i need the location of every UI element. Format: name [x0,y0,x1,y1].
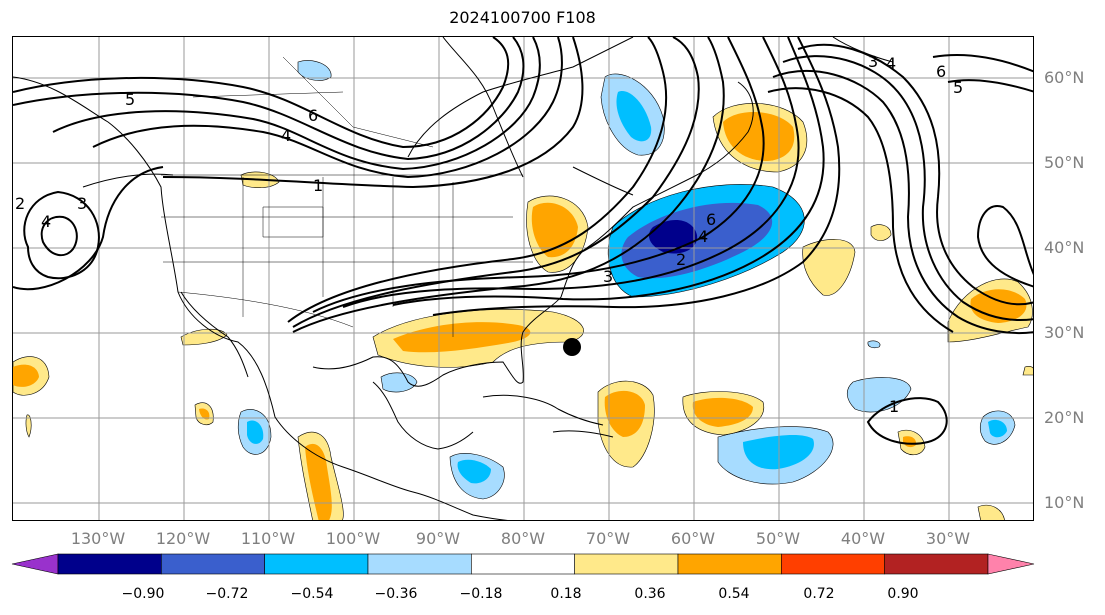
lon-label: 80°W [500,529,546,548]
colorbar-tick-label: 0.90 [887,586,919,602]
lat-label: 20°N [1044,408,1085,427]
map-title: 2024100700 F108 [449,8,596,27]
colorbar-extend-max [987,553,1035,575]
storm-position-marker [563,338,581,356]
contour-label: 3 [77,194,87,213]
lon-label: 50°W [755,529,801,548]
colorbar-extend-min [11,553,59,575]
lon-label: 120°W [155,529,211,548]
lon-label: 110°W [240,529,296,548]
colorbar-tick-label: −0.72 [205,586,249,602]
colorbar-segment [677,553,782,575]
height-contours [13,37,1033,445]
colorbar-segment [161,553,265,575]
lat-label: 10°N [1044,493,1085,512]
contour-label: 2 [15,194,25,213]
lon-label: 40°W [840,529,886,548]
coastlines [13,37,894,520]
colorbar-tick-label: −0.54 [290,586,334,602]
contour-label: 6 [706,210,716,229]
contour-label: 5 [125,90,135,109]
colorbar-tick-label: 0.18 [550,586,582,602]
colorbar-segment [471,553,575,575]
contour-label: 2 [676,250,686,269]
colorbar-tick-label: 0.72 [803,586,835,602]
colorbar-segment [57,553,162,575]
colorbar-tick-label: −0.18 [459,586,503,602]
map-panel: 5 4 6 1 2 3 4 3 2 4 6 3 4 6 5 1 [12,36,1034,521]
lat-label: 40°N [1044,238,1085,257]
contour-label: 4 [698,227,708,246]
contour-label: 1 [313,176,323,195]
colorbar-segment [884,553,989,575]
colorbar-tick-label: 0.36 [634,586,666,602]
colorbar-segment [367,553,472,575]
colorbar-segment [264,553,369,575]
contour-label: 3 [603,267,613,286]
contour-label: 3 [868,52,878,71]
lat-label: 30°N [1044,323,1085,342]
colorbar-tick-label: −0.36 [374,586,418,602]
colorbar-segment [574,553,679,575]
lat-label: 50°N [1044,153,1085,172]
map-canvas: 5 4 6 1 2 3 4 3 2 4 6 3 4 6 5 1 [13,37,1033,520]
contour-label: 4 [281,126,291,145]
lon-label: 30°W [925,529,971,548]
contour-label: 4 [41,212,51,231]
graticule [13,37,1033,520]
lon-label: 130°W [70,529,126,548]
lon-label: 60°W [670,529,716,548]
contour-labels: 5 4 6 1 2 3 4 3 2 4 6 3 4 6 5 1 [15,52,963,416]
colorbar-tick-label: 0.54 [718,586,750,602]
colorbar-tick-label: −0.90 [121,586,165,602]
political-borders [161,56,533,337]
contour-label: 4 [886,54,896,73]
colorbar-segment [781,553,885,575]
contour-label: 6 [936,62,946,81]
lat-label: 60°N [1044,68,1085,87]
contour-label: 1 [889,397,899,416]
colorbar [11,553,1035,575]
lon-label: 100°W [325,529,381,548]
contour-label: 5 [953,78,963,97]
lon-label: 90°W [415,529,461,548]
contour-label: 6 [308,106,318,125]
lon-label: 70°W [585,529,631,548]
